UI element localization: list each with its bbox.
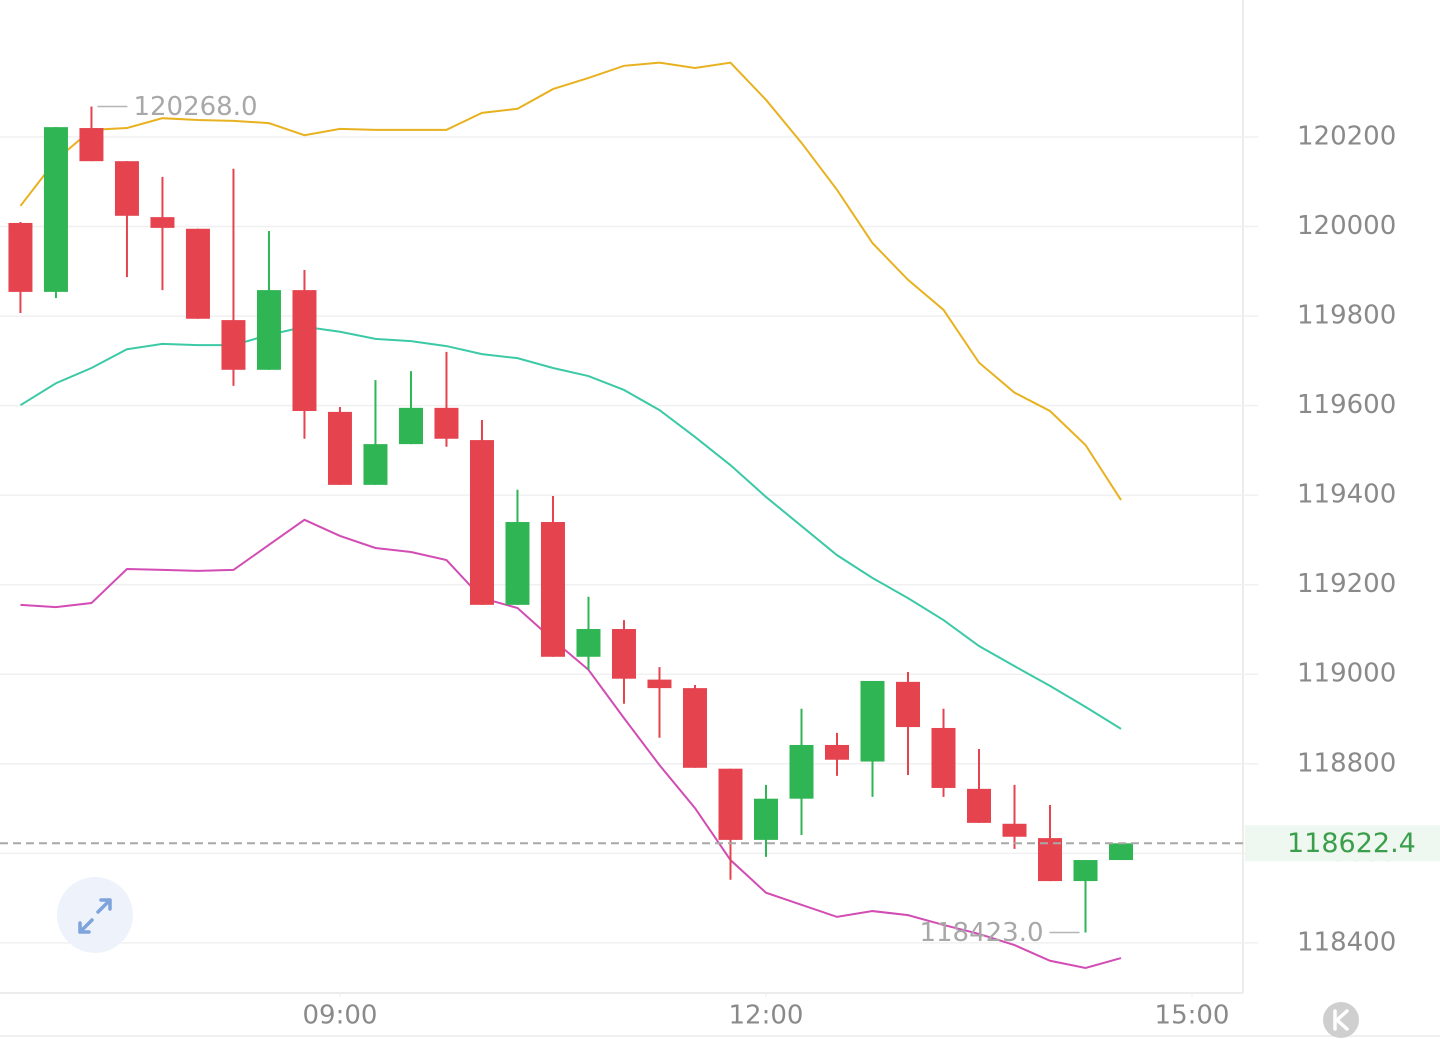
band-line: [19, 325, 1122, 730]
max-annotation: 120268.0: [133, 92, 257, 122]
y-tick-label: 118800: [1297, 748, 1396, 778]
bands: [19, 61, 1122, 969]
candle-body: [363, 444, 388, 485]
y-tick-label: 118400: [1297, 927, 1396, 957]
candle-body: [398, 407, 423, 445]
candle-body: [753, 798, 778, 840]
candle-body: [327, 411, 352, 485]
candle-body: [292, 290, 317, 411]
y-tick-label: 119000: [1297, 659, 1396, 689]
candle-body: [185, 228, 210, 319]
candle-body: [682, 688, 707, 768]
last-price-label: 118622.4: [1287, 828, 1416, 859]
expand-icon[interactable]: [78, 898, 112, 934]
candles: [8, 106, 1134, 933]
candle-body: [469, 440, 494, 605]
y-tick-label: 119400: [1297, 480, 1396, 510]
candle-body: [43, 127, 68, 292]
candle-body: [114, 161, 139, 216]
y-tick-label: 120200: [1297, 121, 1396, 151]
candle-body: [1038, 838, 1063, 882]
kline-button[interactable]: [1323, 1002, 1359, 1038]
min-annotation: 118423.0: [919, 918, 1043, 948]
candle-body: [540, 522, 565, 657]
candle-body: [1073, 860, 1098, 882]
y-tick-label: 119200: [1297, 569, 1396, 599]
candle-body: [1109, 843, 1134, 861]
candle-body: [860, 680, 885, 762]
expand-button[interactable]: [57, 877, 133, 953]
candle-body: [221, 320, 246, 370]
kline-icon[interactable]: [1333, 1009, 1349, 1031]
candle-body: [434, 407, 459, 439]
candle-body: [824, 744, 849, 760]
band-line: [20, 518, 1122, 969]
candle-body: [718, 768, 743, 840]
candle-body: [967, 788, 992, 823]
candle-body: [256, 290, 281, 370]
candle-body: [1002, 823, 1027, 837]
candle-body: [576, 629, 601, 657]
kline-button-bg[interactable]: [1323, 1002, 1359, 1038]
candle-body: [8, 222, 33, 292]
candle-body: [611, 629, 636, 679]
candle-body: [931, 727, 956, 788]
x-tick-label: 12:00: [729, 1001, 804, 1031]
candle-body: [79, 128, 104, 162]
expand-button-bg[interactable]: [57, 877, 133, 953]
y-tick-label: 119800: [1297, 301, 1396, 331]
y-tick-label: 120000: [1297, 211, 1396, 241]
x-tick-label: 09:00: [302, 1001, 377, 1031]
candle-body: [505, 522, 530, 605]
candle-body: [896, 681, 921, 728]
x-tick-label: 15:00: [1155, 1001, 1230, 1031]
labels: 1184001186001188001190001192001194001196…: [0, 92, 1440, 1031]
candle-body: [789, 744, 814, 799]
last-price-tag: [1245, 825, 1440, 862]
candle-body: [150, 217, 175, 228]
band-line: [19, 61, 1122, 501]
candle-body: [647, 679, 672, 689]
y-tick-label: 119600: [1297, 390, 1396, 420]
